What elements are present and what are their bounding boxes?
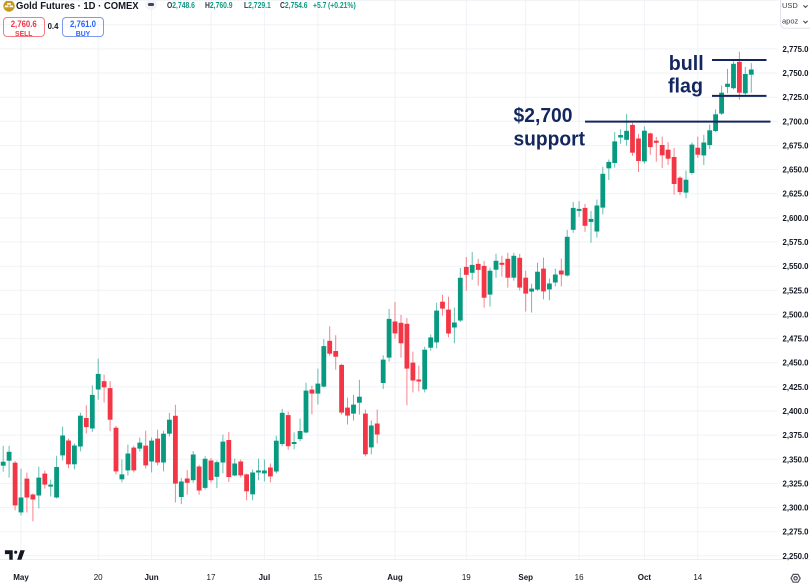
svg-text:16: 16 [575,573,584,582]
svg-text:17: 17 [207,573,216,582]
svg-text:Sep: Sep [518,573,533,582]
svg-text:2,375.0: 2,375.0 [783,430,809,440]
svg-text:2,700.0: 2,700.0 [783,116,809,126]
svg-text:2,550.0: 2,550.0 [783,261,809,271]
svg-text:2,425.0: 2,425.0 [783,382,809,392]
svg-text:flag: flag [668,76,703,98]
svg-text:May: May [13,573,29,582]
svg-text:2,575.0: 2,575.0 [783,237,809,247]
svg-text:19: 19 [462,573,471,582]
svg-text:2,475.0: 2,475.0 [783,334,809,344]
svg-text:2,400.0: 2,400.0 [783,406,809,416]
svg-text:Jun: Jun [144,573,158,582]
svg-text:apoz: apoz [782,17,799,26]
svg-text:14: 14 [693,573,702,582]
svg-text:2,775.0: 2,775.0 [783,44,809,54]
svg-text:Oct: Oct [638,573,652,582]
svg-text:support: support [514,128,586,150]
svg-text:2,350.0: 2,350.0 [783,454,809,464]
svg-text:2,275.0: 2,275.0 [783,527,809,537]
svg-text:15: 15 [313,573,322,582]
svg-text:2,625.0: 2,625.0 [783,189,809,199]
svg-text:2,300.0: 2,300.0 [783,503,809,513]
svg-text:2,675.0: 2,675.0 [783,141,809,151]
svg-text:Aug: Aug [387,573,403,582]
svg-text:$2,700: $2,700 [514,105,573,127]
svg-text:2,750.0: 2,750.0 [783,68,809,78]
svg-text:20: 20 [94,573,103,582]
svg-text:2,450.0: 2,450.0 [783,358,809,368]
svg-text:2,500.0: 2,500.0 [783,309,809,319]
svg-text:USD: USD [782,1,798,10]
svg-text:2,650.0: 2,650.0 [783,165,809,175]
svg-text:2,525.0: 2,525.0 [783,285,809,295]
svg-text:Jul: Jul [259,573,271,582]
svg-text:2,250.0: 2,250.0 [783,551,809,561]
svg-text:2,725.0: 2,725.0 [783,92,809,102]
svg-text:2,325.0: 2,325.0 [783,478,809,488]
svg-text:bull: bull [669,53,704,75]
svg-text:2,600.0: 2,600.0 [783,213,809,223]
